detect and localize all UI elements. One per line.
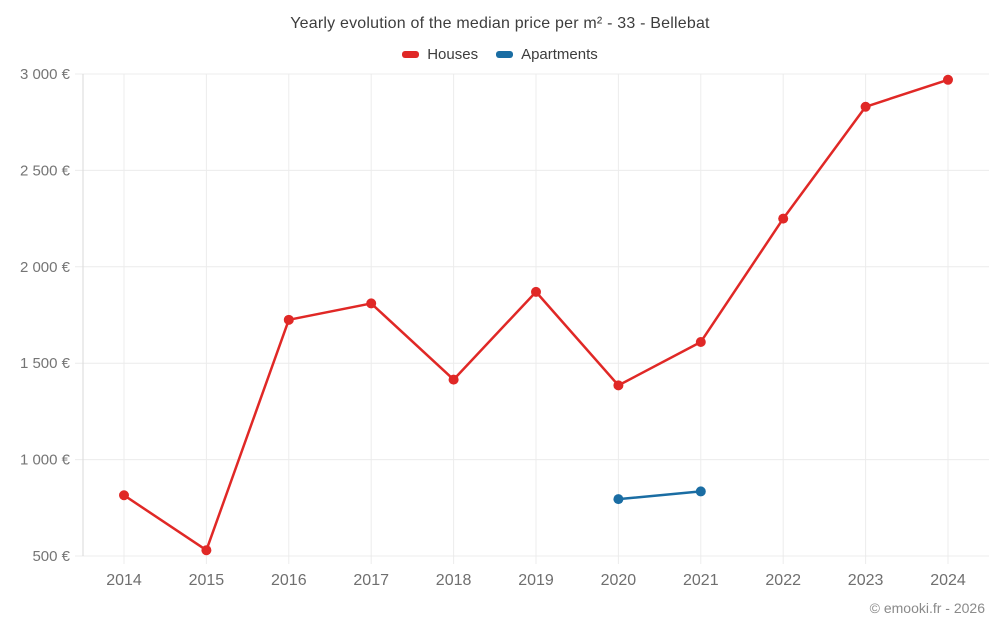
data-point-houses-2014[interactable] — [119, 490, 129, 501]
apartments-series-line — [617, 490, 703, 501]
data-point-houses-2020[interactable] — [613, 380, 624, 391]
data-point-houses-2021[interactable] — [695, 336, 706, 347]
x-tick-label-2021: 2021 — [683, 572, 719, 589]
legend-label-apartments: Apartments — [521, 46, 598, 63]
y-tick-label-1000: 1 000 € — [20, 452, 71, 469]
legend-item-houses[interactable]: Houses — [402, 46, 478, 63]
data-point-houses-2019[interactable] — [531, 286, 541, 297]
y-tick-label-2500: 2 500 € — [20, 162, 71, 179]
data-point-houses-2017[interactable] — [366, 298, 377, 309]
x-tick-label-2018: 2018 — [436, 572, 472, 589]
x-tick-label-2022: 2022 — [765, 572, 801, 589]
chart-title: Yearly evolution of the median price per… — [290, 15, 710, 32]
data-point-houses-2022[interactable] — [778, 213, 789, 224]
x-tick-label-2024: 2024 — [930, 572, 966, 589]
y-tick-label-500: 500 € — [32, 548, 70, 565]
x-tick-label-2023: 2023 — [848, 572, 884, 589]
x-tick-label-2019: 2019 — [518, 572, 554, 589]
data-point-apartments-2020[interactable] — [613, 494, 624, 505]
data-point-houses-2023[interactable] — [860, 101, 871, 112]
chart-legend: Houses Apartments — [0, 46, 1000, 63]
data-point-houses-2018[interactable] — [448, 374, 459, 385]
y-tick-label-1500: 1 500 € — [20, 355, 71, 372]
legend-label-houses: Houses — [427, 46, 479, 63]
x-tick-label-2016: 2016 — [271, 572, 307, 589]
data-point-houses-2016[interactable] — [283, 314, 294, 325]
x-tick-label-2017: 2017 — [353, 572, 389, 589]
x-tick-label-2015: 2015 — [189, 572, 225, 589]
data-point-houses-2024[interactable] — [943, 74, 953, 85]
data-point-houses-2015[interactable] — [201, 545, 212, 556]
y-tick-label-2000: 2 000 € — [20, 259, 71, 276]
x-tick-label-2020: 2020 — [601, 572, 637, 589]
y-tick-label-3000: 3 000 € — [20, 66, 71, 83]
apartments-series-swatch-icon — [496, 51, 514, 58]
data-point-apartments-2021[interactable] — [695, 486, 706, 497]
x-tick-label-2014: 2014 — [106, 572, 142, 589]
houses-series-swatch-icon — [402, 51, 420, 58]
copyright-attribution: © emooki.fr - 2026 — [869, 600, 985, 616]
legend-item-apartments[interactable]: Apartments — [496, 46, 598, 63]
